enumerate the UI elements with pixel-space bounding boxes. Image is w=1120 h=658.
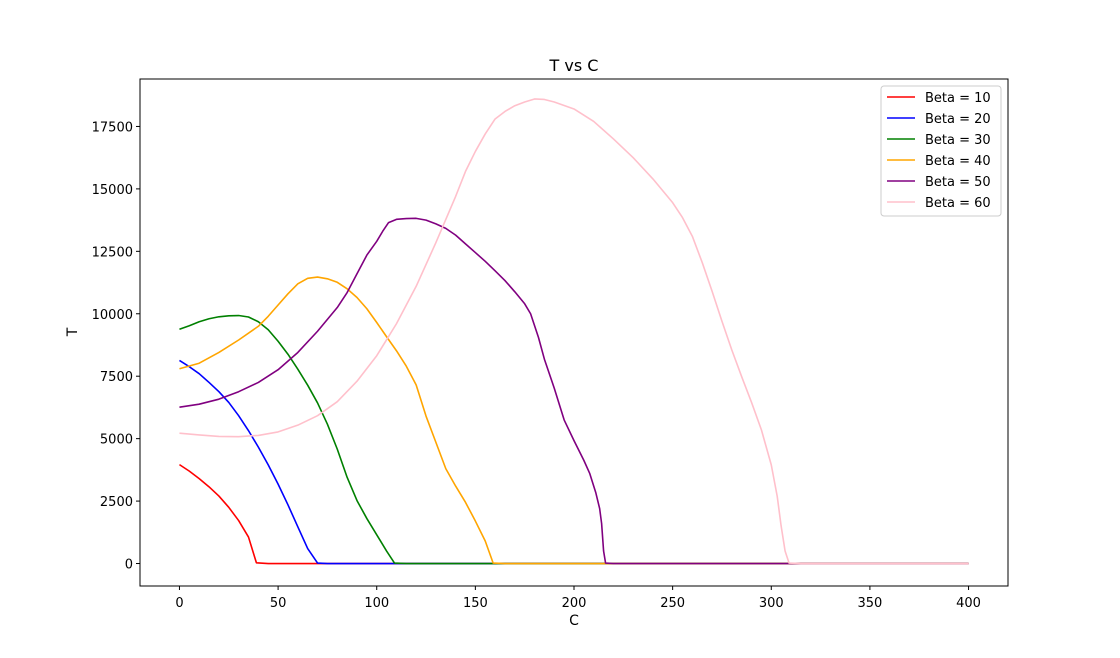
y-tick-label: 10000 (92, 308, 133, 323)
legend: Beta = 10 Beta = 20 Beta = 30 Beta = 40 Beta… (880, 85, 1002, 217)
x-tick-label: 350 (857, 596, 882, 611)
y-tick-label: 5000 (100, 433, 133, 448)
series-line-4 (179, 276, 969, 565)
x-tick-label: 50 (270, 596, 287, 611)
x-tick-label: 100 (364, 596, 389, 611)
chart-title: T vs C (549, 56, 599, 75)
legend-label: Beta = 40 (925, 154, 991, 169)
y-tick-label: 15000 (92, 183, 133, 198)
y-tick-label: 0 (125, 558, 133, 573)
legend-label: Beta = 60 (925, 196, 991, 211)
series-line-3 (179, 314, 969, 565)
y-tick-label: 17500 (92, 120, 133, 135)
y-axis: 0 2500 5000 7500 10000 12500 15000 17500 (92, 120, 140, 573)
legend-label: Beta = 20 (925, 112, 991, 127)
x-tick-label: 150 (463, 596, 488, 611)
y-tick-label: 7500 (100, 370, 133, 385)
x-axis: 0 50 100 150 200 250 300 350 400 (175, 586, 981, 611)
series-line-1 (179, 463, 969, 565)
series-line-5 (179, 217, 969, 565)
legend-label: Beta = 50 (925, 175, 991, 190)
x-axis-title: C (569, 613, 579, 629)
x-tick-label: 300 (759, 596, 784, 611)
series-line-2 (179, 359, 969, 565)
y-tick-label: 2500 (100, 495, 133, 510)
series-line-6 (179, 98, 969, 565)
x-tick-label: 200 (562, 596, 587, 611)
x-tick-label: 400 (956, 596, 981, 611)
legend-label: Beta = 30 (925, 133, 991, 148)
x-tick-label: 250 (660, 596, 685, 611)
plot-area (179, 98, 969, 565)
x-tick-label: 0 (175, 596, 183, 611)
y-tick-label: 12500 (92, 245, 133, 260)
y-axis-title: T (65, 327, 81, 337)
legend-label: Beta = 10 (925, 91, 991, 106)
